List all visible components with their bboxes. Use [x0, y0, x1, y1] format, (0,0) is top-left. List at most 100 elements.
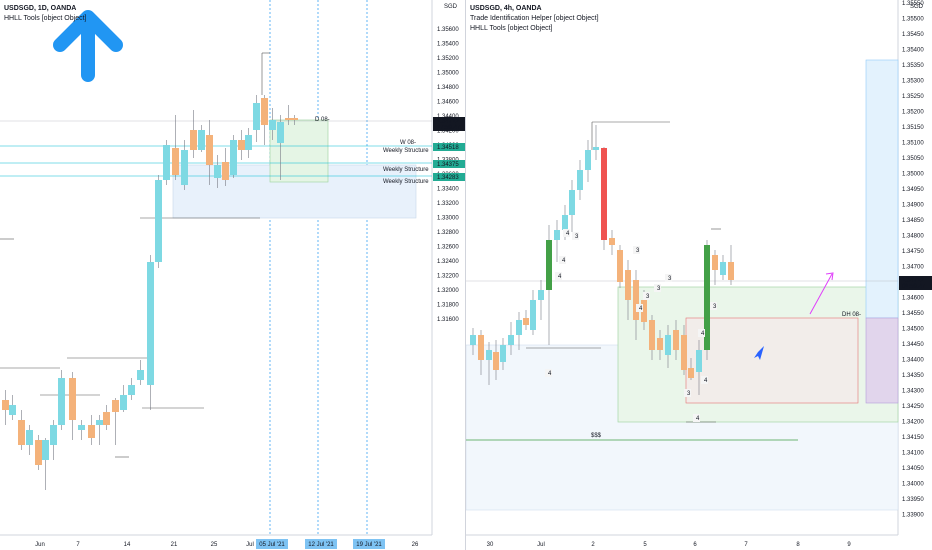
daily-candle-body: [206, 135, 213, 165]
chart-pane-daily[interactable]: 1.35600 1.35400 1.35200 1.35000 1.34800 1.346…: [0, 0, 466, 550]
daily-date-highlight-label: 12 Jul '21: [308, 542, 334, 548]
4h-price-tick: 1.35500: [902, 17, 924, 23]
4h-price-tick: 1.35550: [902, 1, 924, 7]
daily-structure-price: 1.34283: [437, 175, 459, 181]
4h-price-tick: 1.34600: [902, 296, 924, 302]
daily-price-tick: 1.34800: [437, 85, 459, 91]
4h-signal-number: 3: [636, 248, 640, 254]
daily-candle-body: [261, 98, 268, 125]
daily-time-tick: 14: [124, 542, 131, 548]
daily-price-tick: 1.32800: [437, 230, 459, 236]
4h-price-tick: 1.34150: [902, 435, 924, 441]
4h-price-tick: 1.34800: [902, 234, 924, 240]
4h-candle-body: [673, 330, 679, 350]
daily-candle-body: [18, 420, 25, 445]
4h-signal-badge: [701, 376, 708, 384]
4h-price-tick: 1.35000: [902, 172, 924, 178]
daily-candle-body: [128, 385, 135, 395]
daily-candle-body: [9, 405, 16, 415]
4h-price-tick: 1.34250: [902, 404, 924, 410]
4h-price-tick: 1.34900: [902, 203, 924, 209]
daily-indicator-label[interactable]: HHLL Tools [object Object]: [4, 15, 87, 22]
4h-time-tick: 30: [487, 542, 494, 548]
daily-green-zone: [269, 119, 329, 183]
daily-candle-body: [120, 395, 127, 410]
daily-symbol-label[interactable]: USDSGD, 1D, OANDA: [4, 5, 77, 12]
4h-current-price-tag: [899, 276, 932, 290]
4h-time-tick: 7: [744, 542, 748, 548]
4h-price-tick: 1.34350: [902, 373, 924, 379]
4h-price-tick: 1.34100: [902, 451, 924, 457]
4h-price-tick: 1.34500: [902, 327, 924, 333]
4h-signal-badge: [559, 256, 566, 264]
daily-candle-body: [245, 135, 252, 150]
4h-time-tick: 6: [693, 542, 697, 548]
4h-symbol-label[interactable]: USDSGD, 4h, OANDA: [470, 5, 542, 12]
4h-candle-body: [609, 238, 615, 245]
daily-price-tick: 1.33000: [437, 216, 459, 222]
4h-candle-body: [649, 320, 655, 350]
4h-price-tick: 1.34050: [902, 466, 924, 472]
4h-signal-badge: [698, 329, 705, 337]
4h-time-tick: 8: [796, 542, 800, 548]
daily-candle-body: [26, 430, 33, 445]
4h-signal-badge: [693, 414, 700, 422]
daily-candle-body: [69, 378, 76, 420]
daily-time-tick: 25: [211, 542, 218, 548]
4h-signal-number: 4: [548, 371, 552, 377]
4h-candle-body: [728, 262, 734, 280]
4h-signal-number: 4: [701, 331, 705, 337]
4h-signal-number: 4: [704, 378, 708, 384]
4h-stop-zone: [865, 317, 899, 404]
4h-signal-number: 3: [687, 391, 691, 397]
daily-chart-canvas[interactable]: 1.35600 1.35400 1.35200 1.35000 1.34800 1.346…: [0, 0, 466, 550]
4h-signal-badge: [545, 369, 552, 377]
4h-signal-number: 3: [668, 276, 672, 282]
4h-candle-body: [641, 300, 647, 322]
daily-candle-body: [277, 122, 284, 143]
daily-candle-body: [291, 118, 298, 120]
4h-candle-body: [508, 335, 514, 345]
daily-price-tick: 1.34200: [437, 129, 459, 135]
daily-time-tick: 21: [171, 542, 178, 548]
4h-price-tick: 1.35200: [902, 110, 924, 116]
4h-signal-badge: [555, 272, 562, 280]
daily-candle-body: [172, 148, 179, 175]
4h-target-zone: [865, 59, 899, 319]
4h-price-tick: 1.34550: [902, 311, 924, 317]
daily-candle-body: [112, 400, 119, 412]
4h-price-tick: 1.34000: [902, 482, 924, 488]
daily-w08-label: W 08-: [400, 140, 416, 146]
daily-price-axis: [432, 0, 465, 550]
4h-signal-badge: [643, 292, 650, 300]
daily-price-tick: 1.32400: [437, 259, 459, 265]
4h-candle-body: [538, 290, 544, 300]
up-arrow-icon: [53, 10, 123, 82]
4h-indicator2-label[interactable]: HHLL Tools [object Object]: [470, 25, 553, 32]
4h-candle-body: [478, 335, 484, 360]
4h-dh08-label: DH 08-: [842, 312, 861, 318]
4h-candle-body: [516, 320, 522, 335]
daily-d08-label: D 08-: [315, 117, 330, 123]
daily-candle-body: [78, 425, 85, 430]
up-arrow-shape: [53, 10, 123, 82]
4h-candle-body: [681, 335, 687, 370]
daily-current-price: 1.34712: [437, 119, 459, 125]
4h-indicator1-label[interactable]: Trade Identification Helper [object Obje…: [470, 15, 599, 22]
4h-price-tick: 1.34400: [902, 358, 924, 364]
daily-price-tick: 1.31600: [437, 317, 459, 323]
4h-candle-body: [625, 270, 631, 300]
4h-signal-badge: [684, 389, 691, 397]
4h-signal-badge: [654, 284, 661, 292]
4h-candle-body: [577, 170, 583, 190]
4h-candle-body: [486, 350, 492, 360]
4h-price-tick: 1.34750: [902, 249, 924, 255]
4h-candle-body: [470, 335, 476, 345]
4h-candle-body: [712, 255, 718, 270]
chart-pane-4h[interactable]: SGD 1.35550 1.35500 1.35450 1.35400 1.35350 1.…: [466, 0, 932, 550]
4h-price-tick: 1.33950: [902, 497, 924, 503]
daily-currency-label: SGD: [444, 4, 458, 10]
4h-time-tick: 5: [643, 542, 647, 548]
daily-price-tick: 1.33200: [437, 201, 459, 207]
